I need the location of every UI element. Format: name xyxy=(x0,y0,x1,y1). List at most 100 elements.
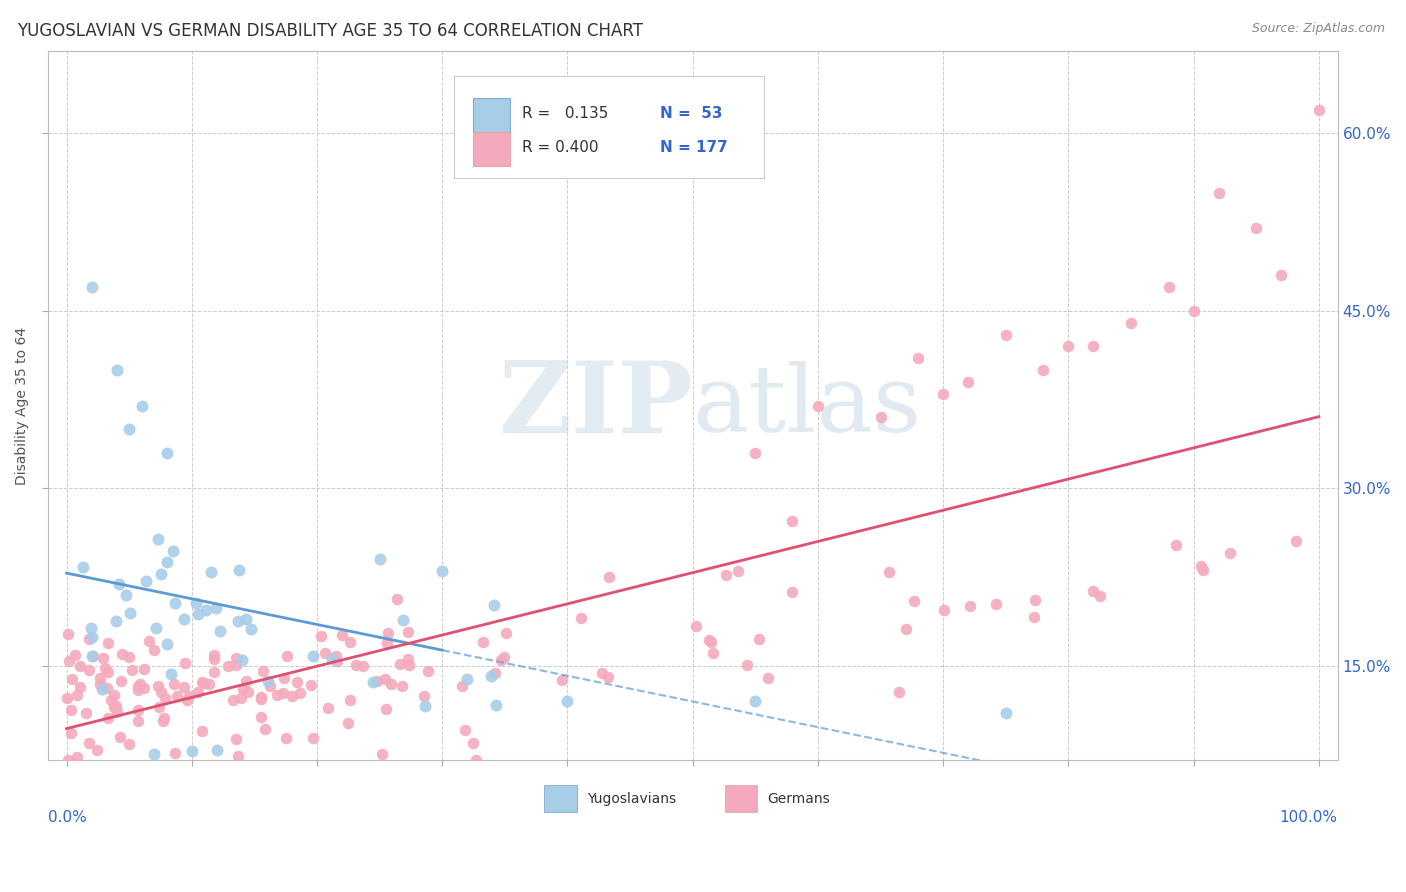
FancyBboxPatch shape xyxy=(544,785,576,813)
Point xyxy=(398,658,420,673)
Point xyxy=(735,658,758,673)
Point xyxy=(63,648,86,662)
Point xyxy=(377,626,399,640)
Point xyxy=(205,743,228,757)
Point xyxy=(371,747,394,761)
Point xyxy=(97,665,120,680)
Point xyxy=(118,737,141,751)
Text: 100.0%: 100.0% xyxy=(1279,810,1337,825)
Point xyxy=(143,747,166,762)
Point xyxy=(482,599,505,613)
Point xyxy=(495,625,517,640)
Point xyxy=(396,651,419,665)
Point xyxy=(415,699,437,714)
Point xyxy=(163,677,186,691)
Point xyxy=(957,375,980,389)
Point xyxy=(744,694,766,708)
Point xyxy=(165,746,187,760)
Point xyxy=(273,671,295,685)
Point xyxy=(186,596,208,610)
Point xyxy=(191,724,214,739)
Point xyxy=(285,674,308,689)
Text: R =   0.135: R = 0.135 xyxy=(523,105,609,120)
Point xyxy=(194,603,217,617)
Point xyxy=(91,651,114,665)
Point xyxy=(115,588,138,602)
Point xyxy=(907,351,929,366)
Point xyxy=(934,602,956,616)
Point xyxy=(77,632,100,646)
Point xyxy=(226,748,249,763)
Point xyxy=(191,675,214,690)
Point xyxy=(727,565,749,579)
Point xyxy=(148,700,170,714)
Point xyxy=(398,625,420,640)
Point xyxy=(152,711,174,725)
Point xyxy=(96,681,118,695)
Point xyxy=(877,565,900,579)
Point xyxy=(110,731,132,745)
Point xyxy=(302,648,325,663)
Point xyxy=(132,663,155,677)
Point xyxy=(557,694,579,708)
Point xyxy=(1189,558,1212,573)
Point xyxy=(121,663,143,677)
Point xyxy=(229,691,252,706)
Point xyxy=(352,659,374,673)
Point xyxy=(56,753,79,767)
Point xyxy=(165,596,187,610)
Point xyxy=(780,585,803,599)
Point xyxy=(127,679,149,693)
Point xyxy=(176,693,198,707)
Point xyxy=(89,671,111,685)
Point xyxy=(454,723,477,737)
Point xyxy=(479,669,502,683)
Point xyxy=(239,622,262,636)
Point xyxy=(569,611,592,625)
Point xyxy=(208,624,231,638)
Point xyxy=(903,594,925,608)
Point xyxy=(148,533,170,547)
Point xyxy=(60,672,83,686)
Point xyxy=(366,674,388,689)
Point xyxy=(66,750,89,764)
Point xyxy=(288,685,311,699)
Point xyxy=(202,652,225,666)
Point xyxy=(485,698,508,713)
Point xyxy=(59,703,82,717)
Point xyxy=(375,702,398,716)
Point xyxy=(152,714,174,728)
Point xyxy=(79,664,101,678)
Point xyxy=(80,631,103,645)
Point xyxy=(702,646,724,660)
Point xyxy=(492,649,515,664)
Point xyxy=(93,661,115,675)
Point xyxy=(202,665,225,679)
Point xyxy=(994,327,1017,342)
Point xyxy=(388,657,411,672)
Text: N = 177: N = 177 xyxy=(661,140,728,155)
Point xyxy=(180,744,202,758)
Point xyxy=(984,597,1007,611)
Point xyxy=(1024,610,1046,624)
Point xyxy=(156,637,179,651)
FancyBboxPatch shape xyxy=(454,76,763,178)
Point xyxy=(1119,316,1142,330)
Point xyxy=(82,648,104,663)
Point xyxy=(132,681,155,695)
Point xyxy=(198,677,221,691)
Point xyxy=(103,700,125,714)
Point xyxy=(484,666,506,681)
Point xyxy=(118,650,141,665)
Point xyxy=(344,658,367,673)
Point xyxy=(127,703,149,717)
Point xyxy=(187,607,209,622)
Point xyxy=(869,410,891,425)
Point xyxy=(72,559,94,574)
Point xyxy=(1191,563,1213,577)
Point xyxy=(471,634,494,648)
Point xyxy=(156,555,179,569)
Point xyxy=(231,652,253,666)
Point xyxy=(489,653,512,667)
Point xyxy=(173,681,195,695)
